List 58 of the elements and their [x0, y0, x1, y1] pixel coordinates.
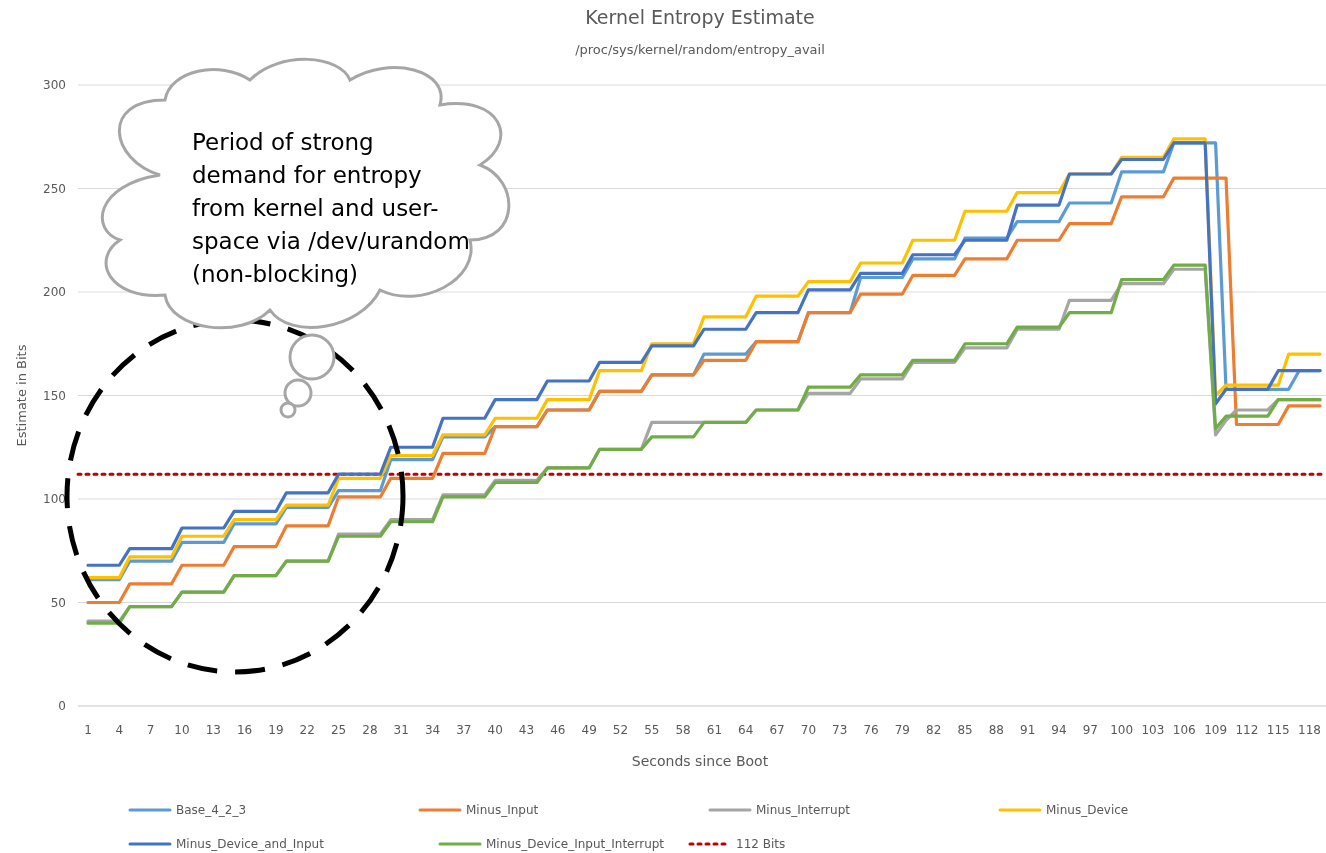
x-tick-label: 28 — [362, 723, 378, 737]
x-tick-label: 70 — [800, 723, 817, 737]
x-tick-label: 52 — [612, 723, 629, 737]
legend-label: 112 Bits — [736, 837, 786, 851]
x-tick-label: 37 — [456, 723, 472, 737]
x-tick-label: 97 — [1082, 723, 1098, 737]
y-tick-label: 150 — [43, 388, 66, 403]
x-tick-label: 55 — [644, 723, 660, 737]
x-tick-label: 7 — [146, 723, 155, 737]
chart-title: Kernel Entropy Estimate — [585, 6, 815, 28]
legend-label: Minus_Input — [466, 803, 539, 817]
x-tick-label: 103 — [1141, 723, 1165, 737]
legend-label: Minus_Device_Input_Interrupt — [486, 837, 665, 851]
y-tick-label: 300 — [43, 78, 66, 92]
x-tick-label: 25 — [330, 723, 347, 737]
y-tick-label: 50 — [50, 595, 66, 610]
x-tick-label: 19 — [268, 723, 284, 737]
x-tick-label: 76 — [863, 723, 879, 737]
chart-subtitle: /proc/sys/kernel/random/entropy_avail — [575, 42, 825, 57]
x-tick-label: 73 — [832, 723, 848, 737]
legend-label: Minus_Device — [1046, 803, 1129, 817]
x-tick-label: 58 — [675, 723, 691, 737]
x-tick-label: 82 — [926, 723, 942, 737]
x-axis-title: Seconds since Boot — [631, 753, 769, 769]
x-tick-label: 40 — [487, 723, 503, 737]
x-tick-label: 49 — [581, 723, 597, 737]
x-tick-label: 46 — [550, 723, 566, 737]
y-tick-label: 250 — [43, 181, 66, 196]
x-tick-label: 67 — [769, 723, 785, 737]
x-tick-label: 13 — [205, 723, 221, 737]
x-tick-label: 118 — [1298, 723, 1322, 737]
x-tick-label: 100 — [1110, 723, 1134, 737]
x-tick-label: 10 — [174, 723, 190, 737]
x-tick-label: 22 — [299, 723, 315, 737]
x-tick-label: 106 — [1172, 723, 1196, 737]
x-tick-label: 64 — [738, 723, 754, 737]
x-tick-label: 43 — [518, 723, 535, 737]
legend-label: Minus_Device_and_Input — [176, 837, 325, 851]
x-tick-label: 31 — [393, 723, 409, 737]
x-tick-label: 91 — [1020, 723, 1036, 737]
x-tick-label: 1 — [84, 723, 92, 737]
x-tick-label: 85 — [957, 723, 973, 737]
y-axis-title: Estimate in Bits — [14, 344, 29, 447]
x-tick-label: 16 — [236, 723, 253, 737]
x-tick-label: 61 — [706, 723, 723, 737]
x-tick-label: 34 — [424, 723, 441, 737]
x-tick-label: 109 — [1204, 723, 1228, 737]
y-tick-label: 0 — [58, 699, 66, 713]
x-tick-label: 88 — [988, 723, 1004, 737]
legend-label: Base_4_2_3 — [176, 803, 247, 817]
y-tick-label: 200 — [43, 285, 66, 299]
x-tick-label: 112 — [1235, 723, 1259, 737]
x-tick-label: 79 — [894, 723, 911, 737]
x-tick-label: 94 — [1051, 723, 1067, 737]
x-tick-label: 4 — [115, 723, 124, 737]
x-tick-label: 115 — [1266, 723, 1290, 737]
legend-label: Minus_Interrupt — [756, 803, 851, 817]
annotation: Period of strong demand for entropy from kernel and user- space via /dev/urandom (non-blocking) — [192, 129, 470, 287]
